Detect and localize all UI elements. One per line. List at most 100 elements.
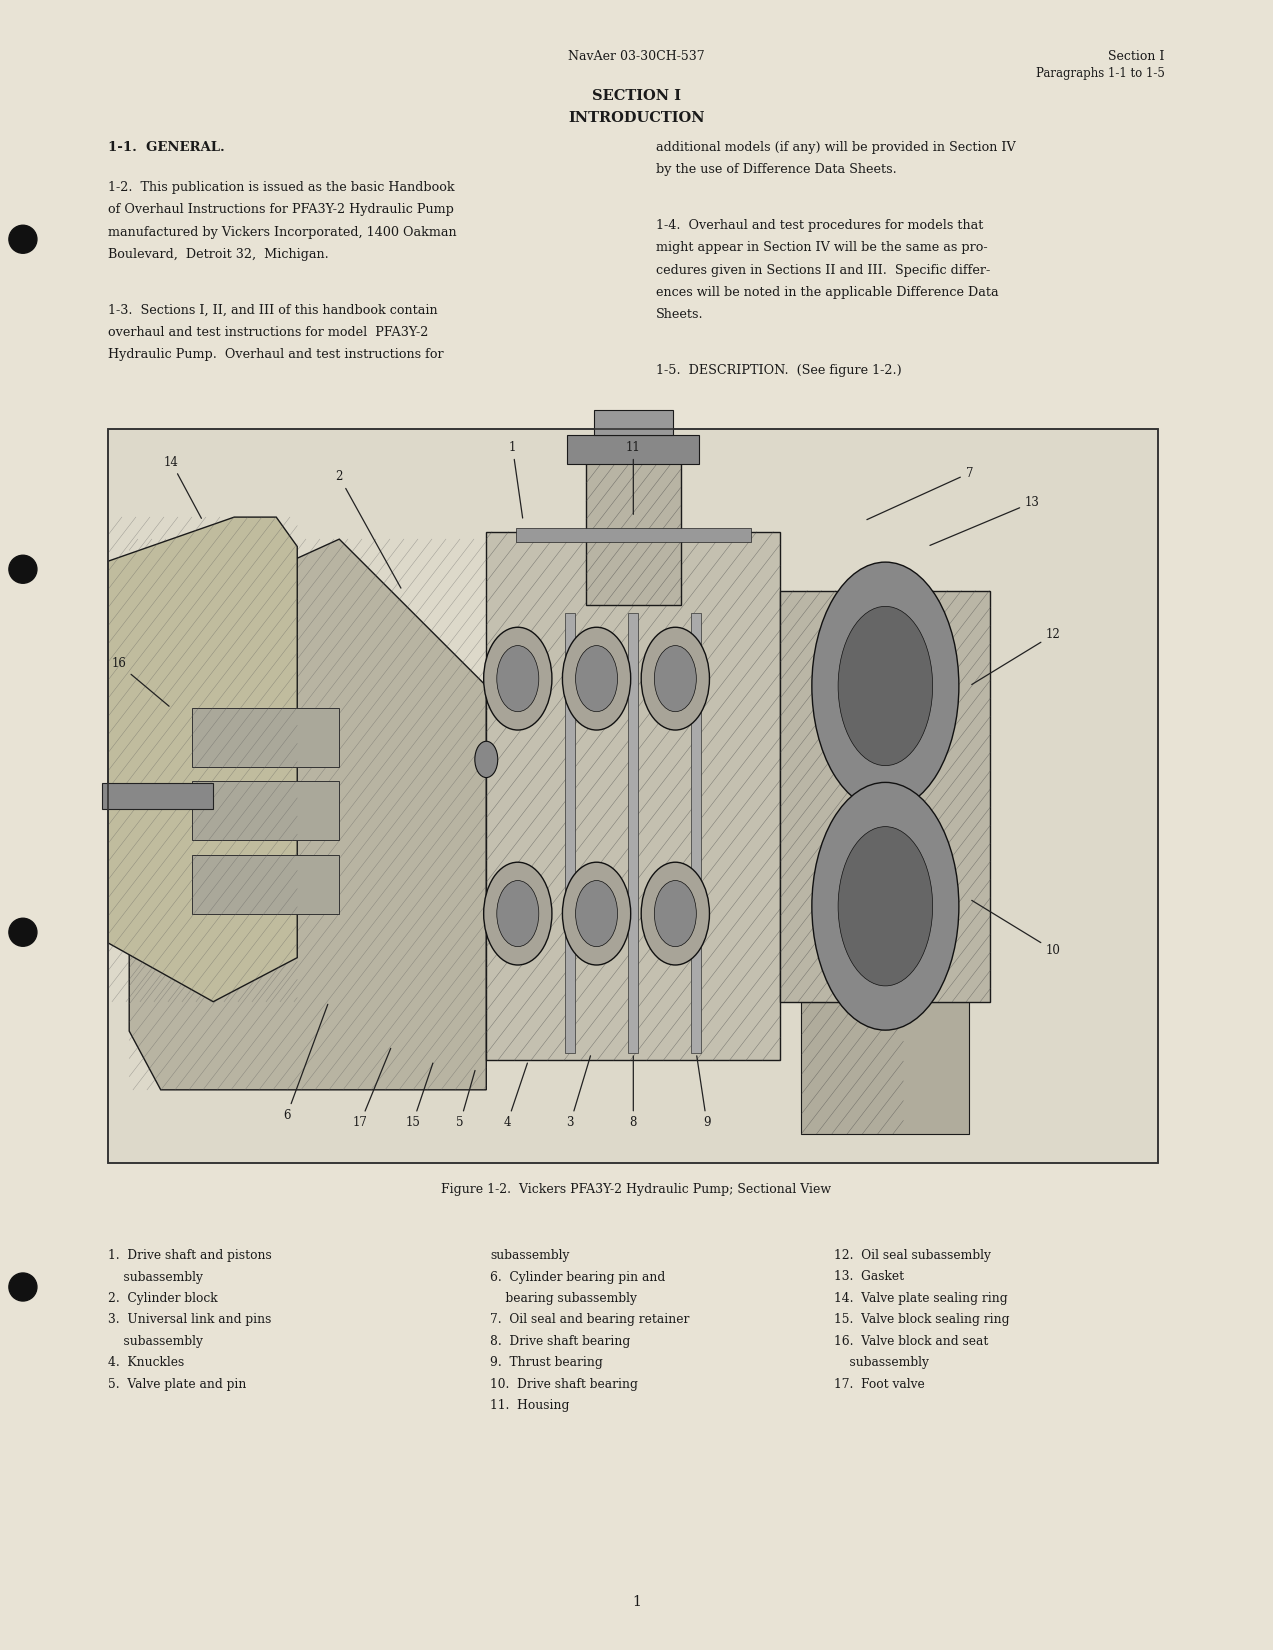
Text: 2.  Cylinder block: 2. Cylinder block — [108, 1292, 218, 1305]
Text: 1-1.  GENERAL.: 1-1. GENERAL. — [108, 142, 225, 153]
Text: subassembly: subassembly — [108, 1335, 204, 1348]
Text: 5: 5 — [456, 1071, 475, 1129]
Text: Boulevard,  Detroit 32,  Michigan.: Boulevard, Detroit 32, Michigan. — [108, 248, 328, 261]
Text: 1-4.  Overhaul and test procedures for models that: 1-4. Overhaul and test procedures for mo… — [656, 219, 983, 233]
Bar — [102, 784, 214, 810]
Text: manufactured by Vickers Incorporated, 1400 Oakman: manufactured by Vickers Incorporated, 14… — [108, 226, 457, 239]
Ellipse shape — [9, 226, 37, 252]
Ellipse shape — [575, 645, 617, 711]
Text: 16: 16 — [111, 657, 169, 706]
Text: 3: 3 — [566, 1056, 591, 1129]
Text: Section I: Section I — [1109, 51, 1165, 63]
Text: might appear in Section IV will be the same as pro-: might appear in Section IV will be the s… — [656, 241, 988, 254]
Text: 14.  Valve plate sealing ring: 14. Valve plate sealing ring — [834, 1292, 1007, 1305]
Ellipse shape — [563, 863, 630, 965]
Text: additional models (if any) will be provided in Section IV: additional models (if any) will be provi… — [656, 142, 1016, 153]
Text: 6: 6 — [283, 1005, 327, 1122]
Text: SECTION I: SECTION I — [592, 89, 681, 102]
Text: 1-2.  This publication is issued as the basic Handbook: 1-2. This publication is issued as the b… — [108, 182, 454, 195]
Text: 9: 9 — [696, 1056, 710, 1129]
Ellipse shape — [9, 1274, 37, 1300]
Bar — [780, 591, 990, 1002]
Text: 1: 1 — [509, 441, 523, 518]
Bar — [691, 612, 701, 1053]
Ellipse shape — [838, 606, 933, 766]
Ellipse shape — [9, 556, 37, 582]
Text: 10.  Drive shaft bearing: 10. Drive shaft bearing — [490, 1378, 638, 1391]
Text: 15.  Valve block sealing ring: 15. Valve block sealing ring — [834, 1313, 1009, 1327]
Text: 11.  Housing: 11. Housing — [490, 1399, 569, 1412]
Text: overhaul and test instructions for model  PFA3Y-2: overhaul and test instructions for model… — [108, 327, 429, 338]
Polygon shape — [108, 516, 298, 1002]
Text: 3.  Universal link and pins: 3. Universal link and pins — [108, 1313, 271, 1327]
Bar — [565, 612, 575, 1053]
Text: 12.  Oil seal subassembly: 12. Oil seal subassembly — [834, 1249, 990, 1262]
Text: 17.  Foot valve: 17. Foot valve — [834, 1378, 924, 1391]
Ellipse shape — [642, 627, 709, 729]
Text: subassembly: subassembly — [490, 1249, 569, 1262]
Text: INTRODUCTION: INTRODUCTION — [568, 111, 705, 124]
Text: 13.  Gasket: 13. Gasket — [834, 1270, 904, 1284]
Bar — [586, 450, 681, 606]
Text: 5.  Valve plate and pin: 5. Valve plate and pin — [108, 1378, 247, 1391]
Ellipse shape — [642, 863, 709, 965]
Ellipse shape — [563, 627, 630, 729]
Text: Hydraulic Pump.  Overhaul and test instructions for: Hydraulic Pump. Overhaul and test instru… — [108, 348, 444, 361]
Ellipse shape — [496, 881, 538, 947]
Ellipse shape — [9, 919, 37, 945]
Ellipse shape — [484, 863, 552, 965]
Bar — [802, 1002, 969, 1134]
Text: Paragraphs 1-1 to 1-5: Paragraphs 1-1 to 1-5 — [1036, 66, 1165, 79]
Bar — [192, 708, 339, 767]
Text: of Overhaul Instructions for PFA3Y-2 Hydraulic Pump: of Overhaul Instructions for PFA3Y-2 Hyd… — [108, 203, 454, 216]
Bar — [486, 531, 780, 1061]
Bar — [593, 409, 673, 434]
Text: Sheets.: Sheets. — [656, 309, 703, 322]
Text: bearing subassembly: bearing subassembly — [490, 1292, 636, 1305]
Bar — [568, 434, 699, 464]
Text: ences will be noted in the applicable Difference Data: ences will be noted in the applicable Di… — [656, 285, 998, 299]
Text: 14: 14 — [164, 455, 201, 518]
Ellipse shape — [654, 881, 696, 947]
Bar — [108, 429, 1158, 1163]
Text: 1-3.  Sections I, II, and III of this handbook contain: 1-3. Sections I, II, and III of this han… — [108, 304, 438, 317]
Text: by the use of Difference Data Sheets.: by the use of Difference Data Sheets. — [656, 163, 896, 177]
Text: 1-5.  DESCRIPTION.  (See figure 1-2.): 1-5. DESCRIPTION. (See figure 1-2.) — [656, 365, 901, 376]
Text: 12: 12 — [971, 629, 1060, 685]
Bar — [108, 429, 1158, 1163]
Ellipse shape — [575, 881, 617, 947]
Text: 13: 13 — [931, 497, 1040, 546]
Text: 4: 4 — [504, 1063, 527, 1129]
Ellipse shape — [838, 827, 933, 987]
Text: 17: 17 — [353, 1048, 391, 1129]
Text: Figure 1-2.  Vickers PFA3Y-2 Hydraulic Pump; Sectional View: Figure 1-2. Vickers PFA3Y-2 Hydraulic Pu… — [442, 1183, 831, 1196]
Text: 2: 2 — [336, 470, 401, 587]
Ellipse shape — [812, 563, 959, 810]
Text: 7: 7 — [867, 467, 973, 520]
Ellipse shape — [484, 627, 552, 729]
Bar — [192, 782, 339, 840]
Text: 11: 11 — [626, 441, 640, 515]
Text: 6.  Cylinder bearing pin and: 6. Cylinder bearing pin and — [490, 1270, 666, 1284]
Text: 10: 10 — [971, 901, 1060, 957]
Text: 7.  Oil seal and bearing retainer: 7. Oil seal and bearing retainer — [490, 1313, 690, 1327]
Text: NavAer 03-30CH-537: NavAer 03-30CH-537 — [568, 51, 705, 63]
Text: 8: 8 — [630, 1056, 636, 1129]
Bar — [192, 855, 339, 914]
Text: cedures given in Sections II and III.  Specific differ-: cedures given in Sections II and III. Sp… — [656, 264, 990, 277]
Ellipse shape — [812, 782, 959, 1030]
Text: subassembly: subassembly — [108, 1270, 204, 1284]
Ellipse shape — [654, 645, 696, 711]
Text: subassembly: subassembly — [834, 1356, 929, 1370]
Text: 9.  Thrust bearing: 9. Thrust bearing — [490, 1356, 603, 1370]
Bar — [629, 612, 639, 1053]
Ellipse shape — [475, 741, 498, 777]
Text: 1.  Drive shaft and pistons: 1. Drive shaft and pistons — [108, 1249, 272, 1262]
Ellipse shape — [496, 645, 538, 711]
Bar — [516, 528, 751, 541]
Text: 4.  Knuckles: 4. Knuckles — [108, 1356, 185, 1370]
Text: 8.  Drive shaft bearing: 8. Drive shaft bearing — [490, 1335, 630, 1348]
Text: 1: 1 — [633, 1596, 640, 1609]
Text: 16.  Valve block and seat: 16. Valve block and seat — [834, 1335, 988, 1348]
Polygon shape — [130, 540, 486, 1091]
